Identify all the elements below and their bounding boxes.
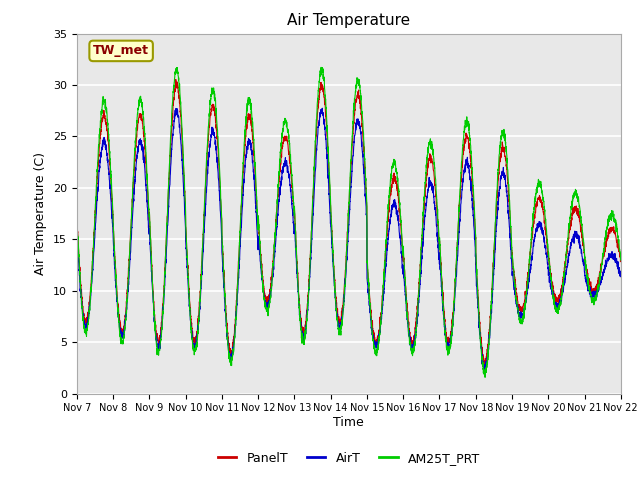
Y-axis label: Air Temperature (C): Air Temperature (C)	[35, 152, 47, 275]
AirT	[566, 249, 573, 254]
PanelT	[172, 77, 180, 83]
Text: TW_met: TW_met	[93, 44, 149, 58]
PanelT	[402, 286, 410, 291]
PanelT	[617, 254, 625, 260]
AirT	[73, 233, 81, 239]
Title: Air Temperature: Air Temperature	[287, 13, 410, 28]
AM25T_PRT	[617, 252, 625, 258]
AirT	[225, 350, 232, 356]
AM25T_PRT	[481, 374, 489, 380]
PanelT	[617, 258, 625, 264]
Line: AirT: AirT	[77, 108, 621, 372]
AirT	[402, 298, 410, 304]
Line: PanelT: PanelT	[77, 80, 621, 366]
Line: AM25T_PRT: AM25T_PRT	[77, 67, 621, 377]
AM25T_PRT	[189, 347, 197, 352]
AM25T_PRT	[566, 224, 573, 229]
AirT	[189, 343, 197, 349]
PanelT	[566, 226, 573, 231]
PanelT	[189, 335, 197, 341]
AirT	[617, 273, 625, 278]
PanelT	[225, 342, 233, 348]
AM25T_PRT	[617, 257, 625, 263]
PanelT	[73, 215, 81, 221]
AirT	[319, 105, 326, 111]
PanelT	[481, 363, 488, 369]
Legend: PanelT, AirT, AM25T_PRT: PanelT, AirT, AM25T_PRT	[212, 447, 485, 469]
AM25T_PRT	[412, 333, 419, 339]
AM25T_PRT	[225, 356, 232, 361]
AM25T_PRT	[317, 64, 325, 70]
AirT	[617, 272, 625, 278]
AirT	[412, 335, 419, 340]
AM25T_PRT	[73, 214, 81, 219]
PanelT	[412, 327, 419, 333]
AirT	[481, 369, 488, 375]
AM25T_PRT	[402, 289, 410, 295]
X-axis label: Time: Time	[333, 416, 364, 429]
